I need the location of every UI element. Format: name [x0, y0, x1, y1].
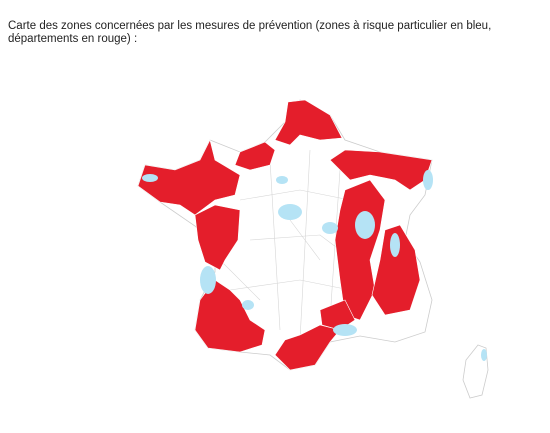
- caption: Carte des zones concernées par les mesur…: [8, 20, 492, 45]
- north-zone: [274, 99, 343, 146]
- blue-zone: [278, 204, 302, 220]
- southwest-zone: [194, 279, 266, 353]
- normandy-zone: [234, 141, 276, 171]
- west-coast-zone: [194, 204, 241, 271]
- france: [137, 99, 489, 399]
- blue-zone: [242, 300, 254, 310]
- brittany-zone: [137, 139, 241, 216]
- blue-zone: [200, 266, 216, 294]
- east-zone: [334, 179, 386, 321]
- blue-zone: [481, 349, 487, 361]
- blue-zone: [390, 233, 400, 257]
- blue-zone: [355, 211, 375, 239]
- blue-zone: [142, 174, 158, 182]
- department-borders: [219, 149, 351, 341]
- northeast-zone: [329, 149, 433, 191]
- red-departments: [137, 99, 433, 371]
- blue-zone: [423, 170, 433, 190]
- blue-zone: [322, 222, 338, 234]
- south-zone: [274, 324, 341, 371]
- alps-zone: [371, 224, 421, 316]
- blue-zone: [276, 176, 288, 184]
- blue-zone: [333, 324, 357, 336]
- blue-zones: [142, 170, 433, 336]
